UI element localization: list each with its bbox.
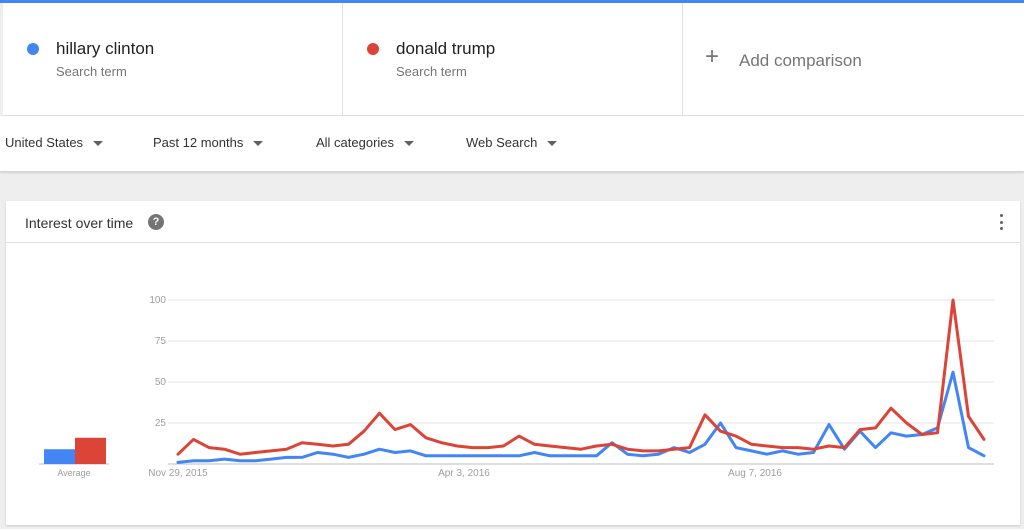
search-type-label: Web Search	[466, 135, 538, 150]
region-label: United States	[5, 135, 84, 150]
dropdown-arrow-icon	[547, 140, 558, 146]
interest-chart: 25 50 75 100 Nov 29, 2015 Apr 3, 2016 Aug 7, 2…	[39, 295, 994, 479]
add-comparison-button[interactable]: + Add comparison	[683, 3, 1024, 115]
category-dropdown[interactable]: All categories	[316, 135, 415, 150]
filters-bar: United States Past 12 months All categor…	[0, 116, 1024, 172]
add-comparison-label: Add comparison	[739, 51, 862, 70]
interest-over-time-card: Interest over time ? 25 50 75 100 Nov 29, 20…	[6, 201, 1020, 525]
term-name: donald trump	[396, 39, 496, 58]
series-color-dot-icon	[367, 43, 379, 55]
term-name: hillary clinton	[56, 39, 155, 58]
more-vert-icon[interactable]	[998, 214, 1004, 230]
y-tick-label: 75	[155, 336, 167, 347]
series-line-donald-trump	[176, 298, 986, 456]
category-label: All categories	[316, 135, 395, 150]
card-header: Interest over time ?	[6, 201, 1020, 243]
series-color-dot-icon	[27, 43, 39, 55]
x-tick-label: Apr 3, 2016	[438, 468, 490, 479]
time-range-dropdown[interactable]: Past 12 months	[153, 135, 264, 150]
x-tick-label: Nov 29, 2015	[148, 468, 208, 479]
top-accent-bar	[0, 0, 1024, 3]
card-title: Interest over time	[25, 215, 134, 231]
dropdown-arrow-icon	[253, 140, 264, 146]
y-tick-label: 25	[155, 418, 167, 429]
search-type-dropdown[interactable]: Web Search	[466, 135, 558, 150]
y-tick-label: 100	[149, 295, 166, 306]
dropdown-arrow-icon	[404, 140, 415, 146]
search-terms-bar: hillary clinton Search term donald trump…	[3, 3, 1024, 116]
term-subtitle: Search term	[56, 64, 127, 79]
region-dropdown[interactable]: United States	[5, 135, 104, 150]
y-tick-label: 50	[155, 377, 167, 388]
x-tick-label: Aug 7, 2016	[728, 468, 782, 479]
term-donald-trump[interactable]: donald trump Search term	[343, 3, 683, 115]
help-icon[interactable]: ?	[148, 214, 164, 230]
average-label: Average	[57, 468, 90, 478]
average-bar-donald-trump	[75, 437, 106, 464]
time-range-label: Past 12 months	[153, 135, 244, 150]
average-bar-hillary-clinton	[44, 449, 75, 464]
plus-icon: +	[705, 43, 720, 70]
dropdown-arrow-icon	[93, 140, 104, 146]
term-subtitle: Search term	[396, 64, 467, 79]
term-hillary-clinton[interactable]: hillary clinton Search term	[3, 3, 343, 115]
